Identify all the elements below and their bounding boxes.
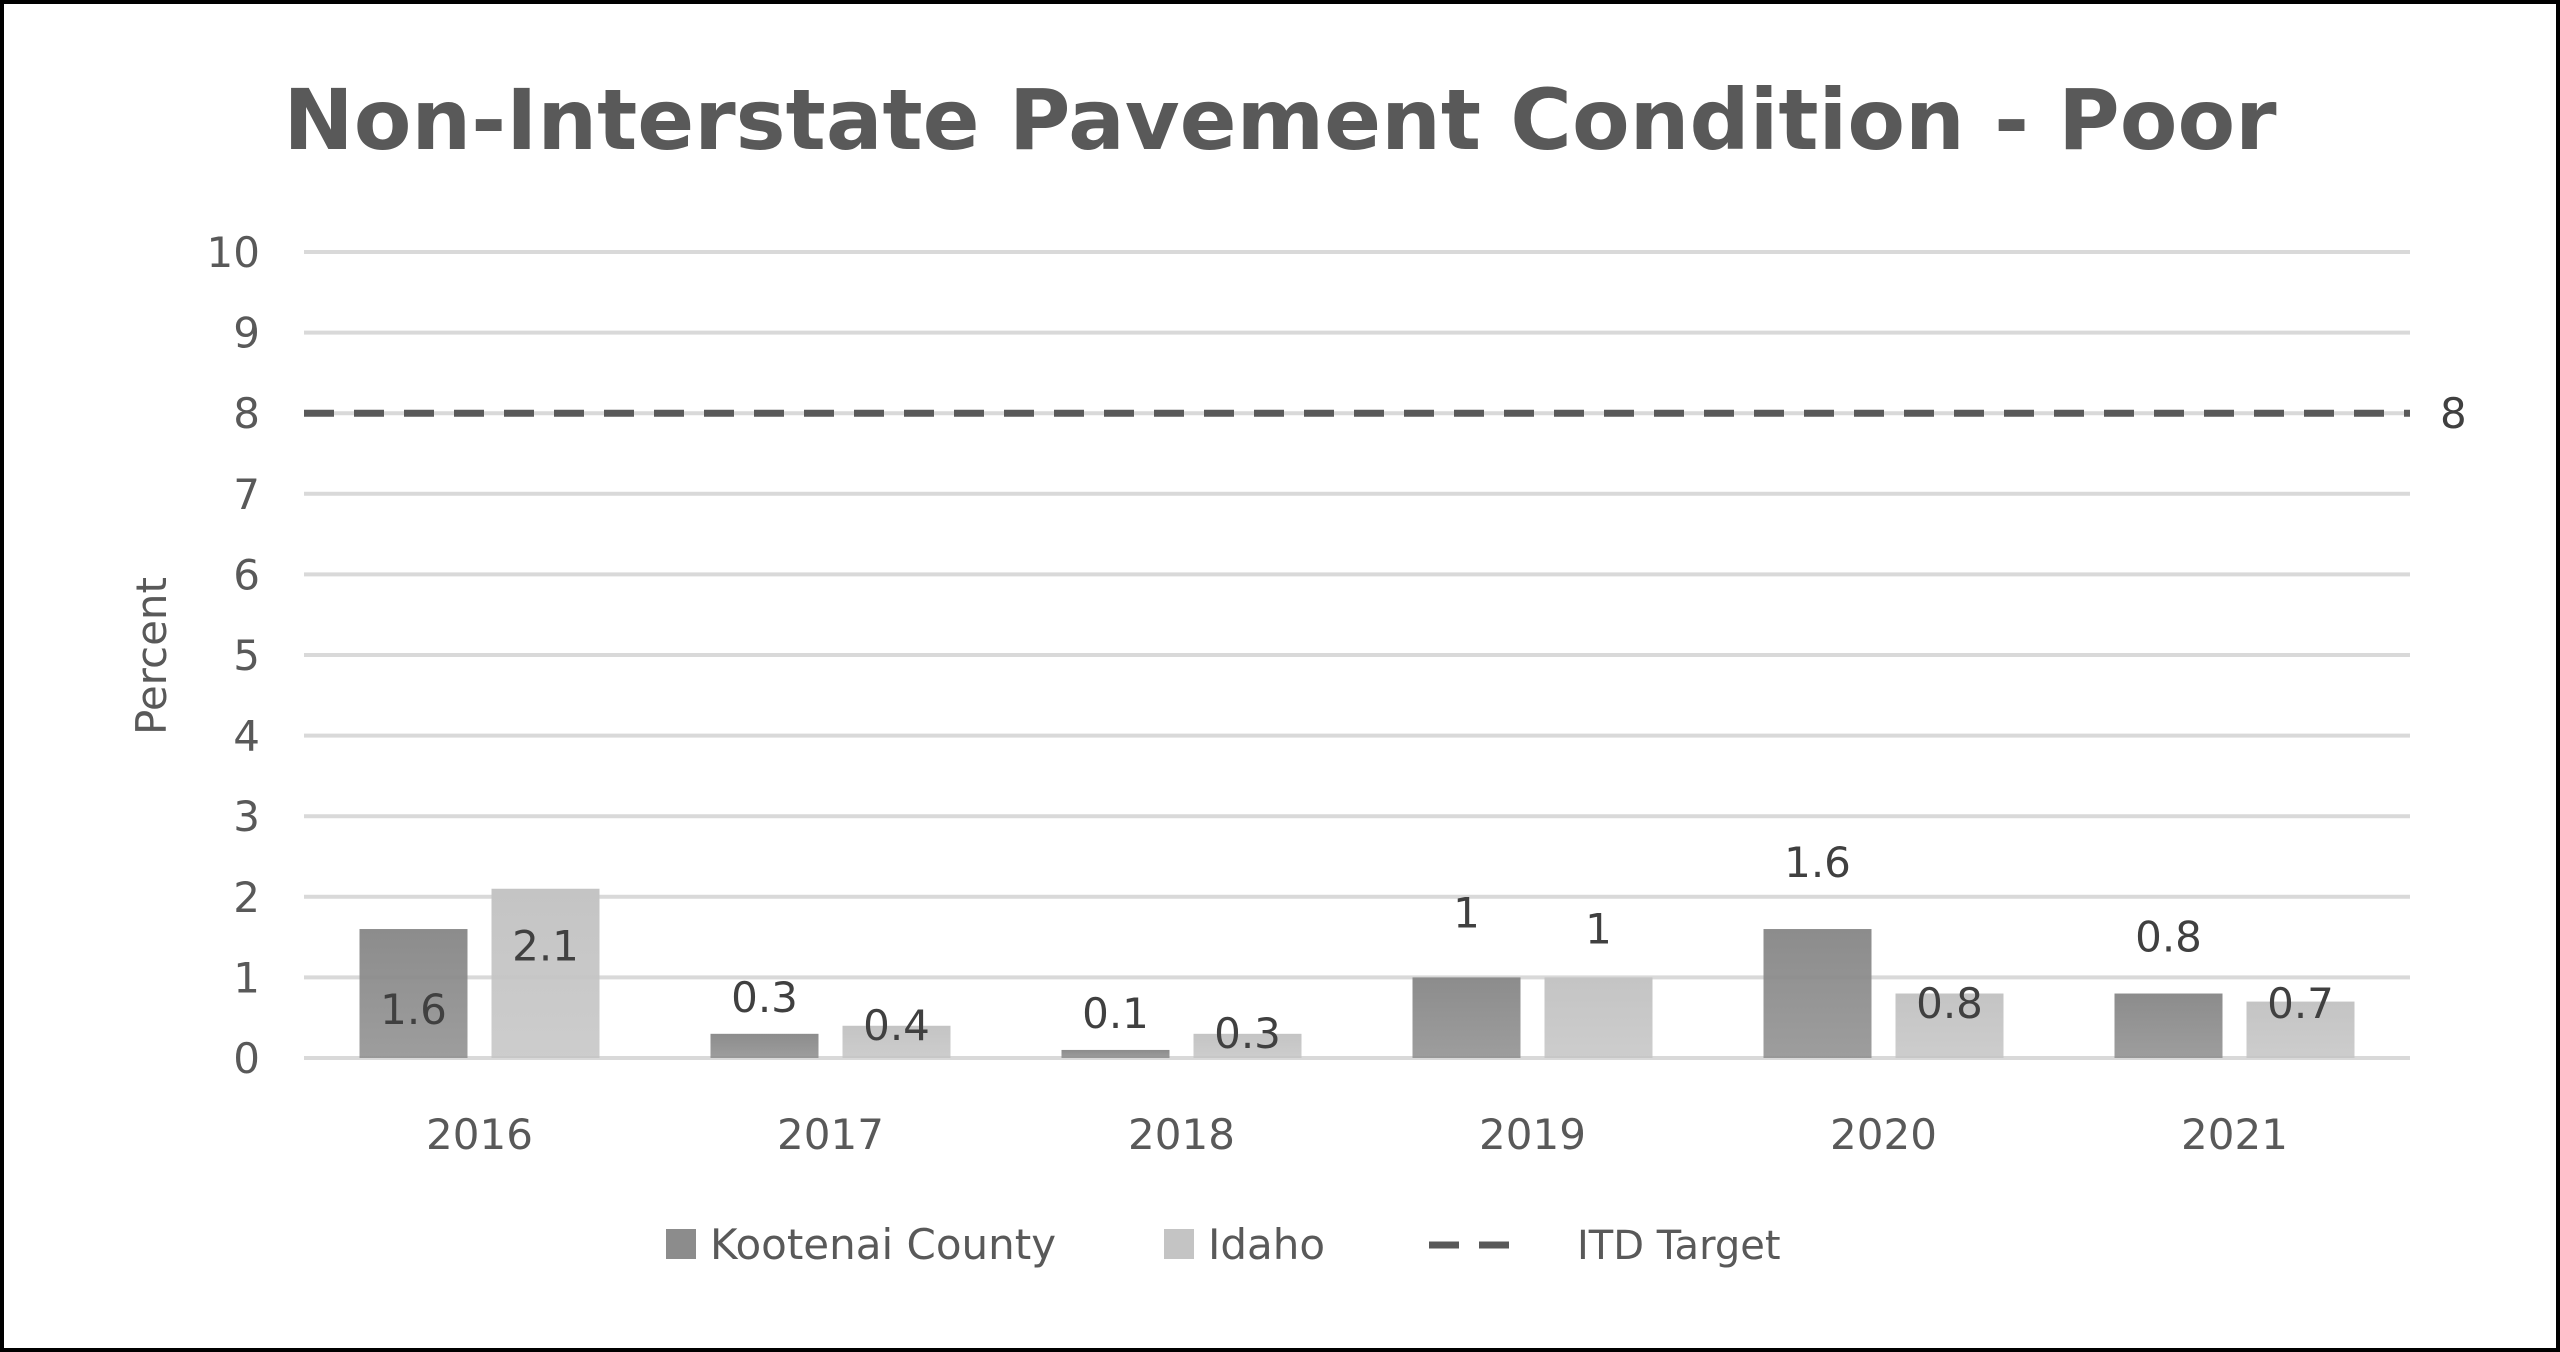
x-tick-label: 2016: [426, 1110, 533, 1159]
y-tick-label: 7: [233, 470, 260, 519]
x-tick-label: 2019: [1479, 1110, 1586, 1159]
y-tick-label: 4: [233, 712, 260, 761]
data-label: 0.8: [2135, 913, 2202, 962]
y-tick-label: 10: [207, 228, 260, 277]
data-label: 0.3: [731, 973, 798, 1022]
x-tick-label: 2020: [1830, 1110, 1937, 1159]
legend-swatch-kootenai: [666, 1229, 696, 1259]
gridlines: [304, 250, 2410, 1060]
data-label: 0.8: [1916, 979, 1983, 1028]
chart-title: Non-Interstate Pavement Condition - Poor: [283, 71, 2277, 169]
data-label: 2.1: [512, 922, 579, 971]
x-tick-label: 2021: [2181, 1110, 2288, 1159]
bar-kootenai-2018: [1061, 1049, 1170, 1058]
legend-swatch-idaho: [1164, 1229, 1194, 1259]
y-tick-label: 3: [233, 792, 260, 841]
bar-chart: Non-Interstate Pavement Condition - Poor…: [127, 71, 2467, 1269]
data-label: 1.6: [1784, 838, 1851, 887]
data-label: 0.4: [863, 1001, 930, 1050]
y-tick-label: 0: [233, 1034, 260, 1083]
bar-kootenai-2021: [2114, 993, 2223, 1058]
bar-idaho-2016: [491, 888, 600, 1058]
y-tick-label: 8: [233, 389, 260, 438]
bar-idaho-2017: [842, 1025, 951, 1058]
y-tick-label: 2: [233, 873, 260, 922]
bar-idaho-2020: [1895, 993, 2004, 1058]
bar-kootenai-2016: [359, 929, 468, 1058]
bar-kootenai-2019: [1412, 977, 1521, 1058]
y-tick-label: 1: [233, 953, 260, 1002]
legend-label: ITD Target: [1577, 1223, 1781, 1269]
y-axis-ticks: 0 1 2 3 4 5 6 7 8 9 10: [207, 228, 260, 1083]
target-label: 8: [2440, 389, 2467, 438]
data-label: 0.7: [2267, 979, 2334, 1028]
x-tick-label: 2017: [777, 1110, 884, 1159]
bars: [359, 888, 2355, 1058]
legend: Kootenai County Idaho ITD Target: [666, 1220, 1781, 1269]
x-tick-label: 2018: [1128, 1110, 1235, 1159]
x-axis-ticks: 2016 2017 2018 2019 2020 2021: [426, 1110, 2288, 1159]
bar-kootenai-2017: [710, 1033, 819, 1058]
legend-label: Idaho: [1208, 1220, 1325, 1269]
bar-idaho-2019: [1544, 977, 1653, 1058]
y-tick-label: 9: [233, 309, 260, 358]
data-label: 0.3: [1214, 1009, 1281, 1058]
data-labels: 1.6 2.1 0.3 0.4 0.1 0.3 1 1 1.6 0.8 0.8 0.7: [380, 838, 2334, 1058]
bar-idaho-2021: [2246, 1001, 2355, 1058]
y-axis-title: Percent: [127, 577, 176, 735]
legend-label: Kootenai County: [710, 1220, 1056, 1269]
y-tick-label: 6: [233, 550, 260, 599]
bar-idaho-2018: [1193, 1033, 1302, 1058]
bar-kootenai-2020: [1763, 929, 1872, 1058]
data-label: 0.1: [1082, 989, 1149, 1038]
data-label: 1.6: [380, 985, 447, 1034]
data-label: 1: [1585, 904, 1612, 953]
data-label: 1: [1453, 888, 1480, 937]
y-tick-label: 5: [233, 631, 260, 680]
target-line-group: 8: [304, 389, 2467, 438]
